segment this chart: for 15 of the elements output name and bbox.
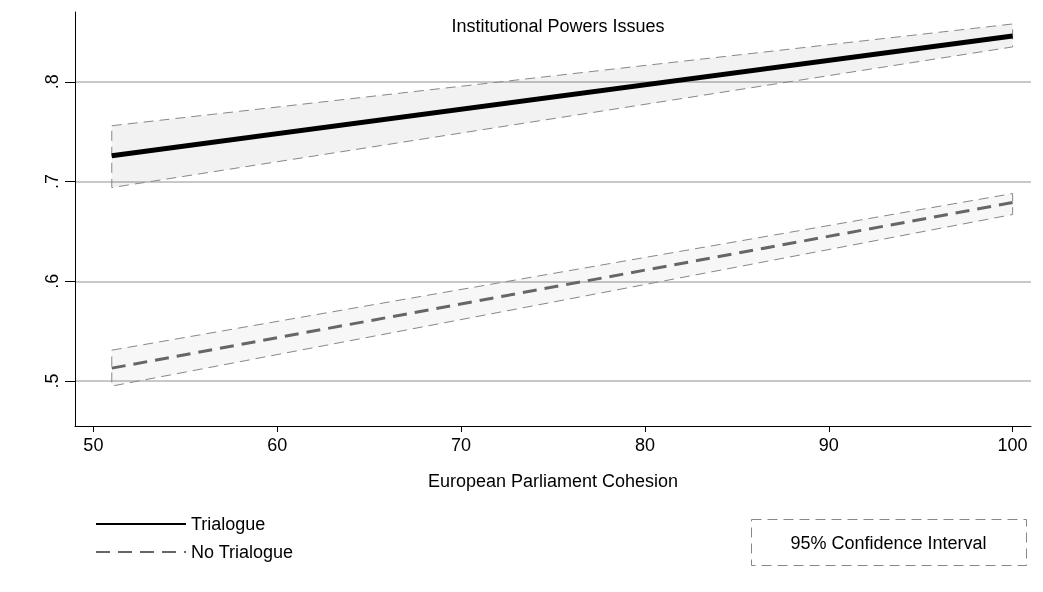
y-tick-label: .5 bbox=[42, 373, 62, 389]
x-axis-title: European Parliament Cohesion bbox=[427, 471, 679, 491]
legend-label: No Trialogue bbox=[191, 542, 294, 562]
text: 95% Confidence Interval bbox=[790, 532, 987, 553]
x-tick-label: 100 bbox=[997, 435, 1028, 455]
y-tick-label: .7 bbox=[42, 174, 62, 190]
legend-label: Trialogue bbox=[191, 514, 266, 534]
x-tick-label: 90 bbox=[818, 435, 839, 455]
y-tick-label: .6 bbox=[42, 273, 62, 289]
x-tick-label: 50 bbox=[83, 435, 104, 455]
x-tick-label: 70 bbox=[451, 435, 472, 455]
chart-title: Institutional Powers Issues bbox=[451, 16, 665, 36]
y-tick-label: .8 bbox=[42, 74, 62, 90]
x-tick-label: 60 bbox=[267, 435, 288, 455]
x-tick-label: 80 bbox=[634, 435, 655, 455]
